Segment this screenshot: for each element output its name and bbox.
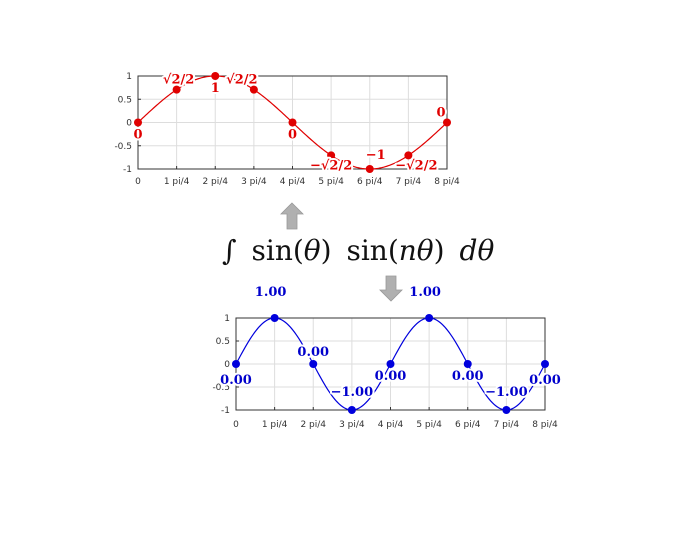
data-label: −√2/2 [395,158,437,173]
data-label: 1.00 [409,285,441,300]
data-label: 0 [436,106,445,121]
data-label-halo: √2/2 [163,73,194,88]
y-tick-label: -1 [123,165,132,175]
data-label-halo: 0.00 [529,373,561,388]
data-label-halo: 0.00 [452,369,484,384]
data-point [386,360,395,368]
x-tick-label: 7 pi/4 [494,420,520,430]
data-label: −√2/2 [310,158,352,173]
data-label: 0.00 [220,373,252,388]
data-label-halo: √2/2 [226,73,257,88]
y-tick-label: -1 [221,406,230,416]
data-label: −1.00 [485,385,528,400]
sin-ntheta-open: sin( [346,234,398,267]
y-tick-label: -0.5 [114,142,132,152]
data-point [327,151,336,160]
x-tick-label: 0 [135,177,141,187]
data-label-halo: 0 [133,128,142,143]
data-point [502,406,511,414]
x-tick-label: 1 pi/4 [164,177,190,187]
x-tick-label: 3 pi/4 [339,420,365,430]
data-label: 1 [211,81,220,96]
y-tick-label: 0 [224,360,230,370]
data-point [541,360,549,368]
dtheta-symbol: θ [477,234,494,267]
up-arrow-icon [280,202,304,230]
x-tick-label: 5 pi/4 [318,177,344,187]
sin-theta-close: ) [321,234,332,267]
sin-theta-open: sin( [252,234,304,267]
data-label-halo: −1.00 [331,385,374,400]
data-point [463,360,472,368]
data-label-halo: 0 [436,106,445,121]
down-arrow-icon [379,275,403,302]
data-point [270,314,279,322]
data-label: −1.00 [331,385,374,400]
data-point [309,360,318,368]
sine-2x-chart: 0 1 pi/4 2 pi/4 3 pi/4 4 pi/4 5 pi/4 6 pi/4 7 p… [212,283,562,430]
theta-symbol: θ [304,234,321,267]
sine-chart: 0 1 pi/4 2 pi/4 3 pi/4 4 pi/4 5 pi/4 6 pi/4 7 p… [114,71,460,187]
x-tick-label: 4 pi/4 [378,420,404,430]
x-tick-label: 4 pi/4 [280,177,306,187]
y-tick-label: 0.5 [118,95,132,105]
integral-sign: ∫ [222,234,237,267]
data-label: 0.00 [529,373,561,388]
y-tick-label: 0.5 [216,337,230,347]
data-label-halo: −√2/2 [395,158,437,173]
data-point [365,165,374,173]
data-point [288,118,297,127]
x-tick-label: 2 pi/4 [300,420,326,430]
ntheta-symbol: nθ [399,234,434,267]
x-tick-label: 3 pi/4 [241,177,267,187]
data-point [211,72,220,80]
x-tick-label: 7 pi/4 [396,177,422,187]
data-label: 0.00 [452,369,484,384]
data-label: 1.00 [255,285,287,300]
data-label-halo: 0.00 [220,373,252,388]
data-point [443,118,451,127]
x-tick-label: 0 [233,420,239,430]
data-label-halo: 0 [288,128,297,143]
data-label-halo: 1 [211,81,220,96]
x-tick-label: 5 pi/4 [416,420,442,430]
x-tick-label: 2 pi/4 [202,177,228,187]
integral-formula: ∫ sin(θ) sin(nθ) dθ [222,234,494,267]
data-point [404,151,413,160]
data-label: 0 [288,128,297,143]
d-symbol: d [460,234,478,267]
y-tick-label: 0 [126,119,132,129]
data-point [232,360,240,368]
data-label: 0 [133,128,142,143]
x-tick-label: 8 pi/4 [532,420,558,430]
sin-ntheta-close: ) [434,234,445,267]
data-label: √2/2 [226,73,257,88]
data-label: −1 [366,148,386,163]
y-tick-label: 1 [224,314,230,324]
data-point [134,118,142,127]
data-label-halo: 0.00 [375,369,407,384]
x-tick-label: 8 pi/4 [434,177,460,187]
x-tick-label: 1 pi/4 [262,420,288,430]
data-label-halo: −1.00 [485,385,528,400]
data-label: 0.00 [297,345,329,360]
data-label-halo: −√2/2 [310,158,352,173]
data-label: √2/2 [163,73,194,88]
data-label-halo: 1.00 [255,285,287,300]
data-label: 0.00 [375,369,407,384]
data-point [172,85,181,94]
data-label-halo: −1 [366,148,386,163]
data-label-halo: 1.00 [409,285,441,300]
y-tick-label: 1 [126,72,132,82]
data-point [249,85,258,94]
data-label-halo: 0.00 [297,345,329,360]
x-tick-label: 6 pi/4 [357,177,383,187]
y-tick-label: -0.5 [212,383,230,393]
data-point [347,406,356,414]
x-tick-label: 6 pi/4 [455,420,481,430]
data-point [425,314,434,322]
